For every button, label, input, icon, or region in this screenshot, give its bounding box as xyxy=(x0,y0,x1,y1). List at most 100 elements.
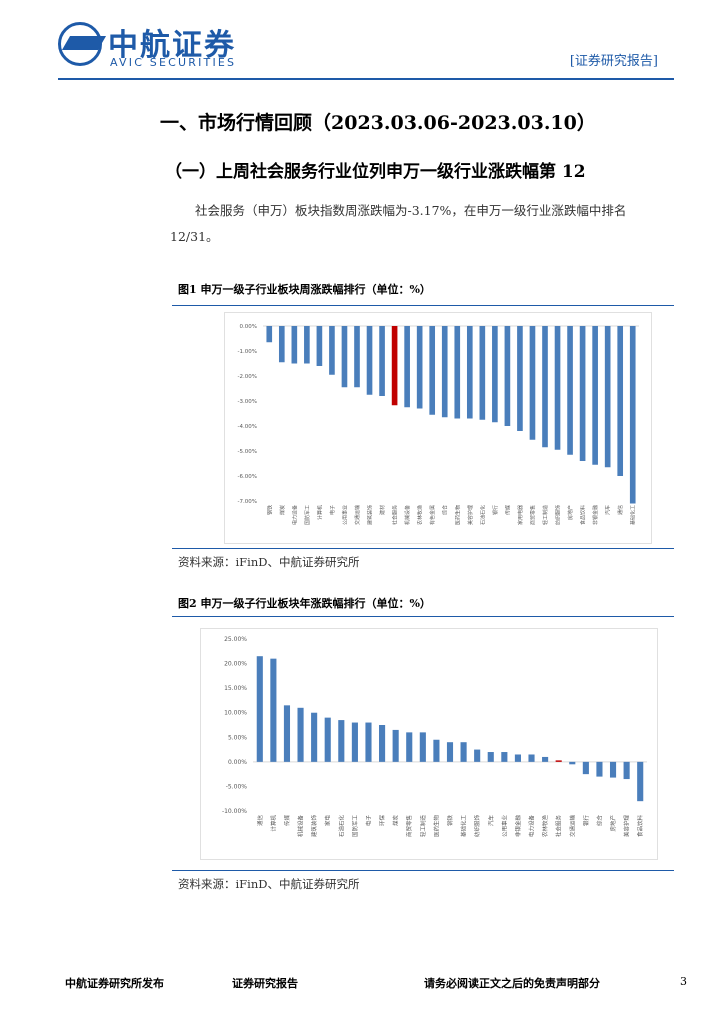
y-tick-label: 10.00% xyxy=(224,710,247,717)
y-tick-label: -2.00% xyxy=(238,374,257,380)
figure-1-top-rule xyxy=(172,305,674,306)
x-tick-label: 通信 xyxy=(617,505,624,515)
figure-1-chart-area: 0.00% -1.00% -2.00% -3.00% -4.00% -5.00% -6.00… xyxy=(224,312,652,544)
bar-电子 xyxy=(365,722,372,762)
x-tick-label: 机械设备 xyxy=(297,815,305,838)
x-tick-label: 基础化工 xyxy=(460,815,468,838)
x-tick-label: 农林牧渔 xyxy=(541,815,549,838)
x-tick-label: 通信 xyxy=(256,815,264,827)
x-tick-label: 机械设备 xyxy=(404,505,411,525)
bar-有色金属 xyxy=(429,326,436,415)
footer-report-type: 证券研究报告 xyxy=(232,977,298,990)
bar-食品饮料 xyxy=(579,326,586,461)
bar-银行 xyxy=(492,326,498,423)
x-tick-label: 医药生物 xyxy=(432,815,440,838)
x-tick-label: 汽车 xyxy=(487,815,495,827)
bar-交通运输 xyxy=(569,761,576,765)
bar-公用事业 xyxy=(341,326,348,388)
bar-公用事业 xyxy=(501,752,508,762)
section-title: 一、市场行情回顾（2023.03.06-2023.03.10） xyxy=(160,112,596,134)
y-tick-label: 5.00% xyxy=(228,734,247,741)
x-tick-label: 纺织服饰 xyxy=(473,815,481,838)
logo-text-cn: 中航证券 xyxy=(108,28,236,63)
bar-钢铁 xyxy=(266,326,273,343)
bar-纺织服饰 xyxy=(554,326,561,450)
bar-食品饮料 xyxy=(637,761,644,802)
x-tick-label: 房地产 xyxy=(609,815,617,832)
x-tick-label: 食品饮料 xyxy=(580,505,587,525)
bar-农林牧渔 xyxy=(416,326,423,409)
figure-2-top-rule xyxy=(172,616,674,617)
x-tick-label: 有色金属 xyxy=(429,505,436,525)
x-tick-label: 农林牧渔 xyxy=(417,505,424,525)
y-tick-label: 20.00% xyxy=(224,661,247,668)
y-tick-label: -3.00% xyxy=(238,399,257,405)
x-tick-label: 环保 xyxy=(378,815,386,827)
bar-社会服务 xyxy=(555,760,562,762)
x-tick-label: 公用事业 xyxy=(341,505,348,525)
report-type-tag: [证券研究报告] xyxy=(569,54,658,69)
bar-医药生物 xyxy=(433,739,440,762)
y-tick-label: -5.00% xyxy=(226,783,248,790)
header-divider xyxy=(58,78,674,80)
bar-社会服务 xyxy=(391,326,398,406)
x-tick-label: 家电 xyxy=(324,815,332,827)
figure-1-bottom-rule xyxy=(172,548,674,549)
section-subtitle: （一）上周社会服务行业位列申万一级行业涨跌幅第 12 xyxy=(165,162,586,182)
x-tick-label: 公用事业 xyxy=(500,815,508,838)
bar-农林牧渔 xyxy=(542,756,549,762)
bar-美容护理 xyxy=(466,326,473,419)
x-tick-label: 电子 xyxy=(329,505,336,515)
bar-通信 xyxy=(617,326,624,476)
x-tick-label: 食品饮料 xyxy=(636,815,644,838)
x-tick-label: 建材 xyxy=(379,505,386,515)
figure-2-title: 图2 申万一级子行业板块年涨跌幅排行（单位：%） xyxy=(178,597,431,610)
bar-国防军工 xyxy=(351,722,358,762)
x-tick-label: 建筑装饰 xyxy=(310,815,318,838)
y-tick-label: 25.00% xyxy=(224,636,247,643)
y-tick-label: -4.00% xyxy=(238,424,257,430)
bar-家用电器 xyxy=(517,326,523,431)
bar-电力设备 xyxy=(291,326,298,364)
bar-传媒 xyxy=(504,326,511,426)
bar-非银金融 xyxy=(592,326,598,465)
bar-机械设备 xyxy=(297,707,304,762)
x-tick-label: 美容护理 xyxy=(467,505,474,525)
y-tick-label: -10.00% xyxy=(222,808,247,815)
bar-国防军工 xyxy=(304,326,310,364)
bar-商贸零售 xyxy=(406,732,413,762)
x-tick-label: 石油石化 xyxy=(337,815,345,838)
bar-建材 xyxy=(379,326,385,396)
bar-银行 xyxy=(582,761,589,775)
x-tick-label: 钢铁 xyxy=(446,815,454,827)
x-tick-label: 汽车 xyxy=(605,505,612,515)
summary-paragraph: 社会服务（申万）板块指数周涨跌幅为-3.17%，在申万一级行业涨跌幅中排名 12… xyxy=(170,203,627,244)
x-tick-label: 商贸零售 xyxy=(405,815,413,837)
x-tick-label: 房地产 xyxy=(567,505,574,520)
x-tick-label: 轻工制造 xyxy=(542,505,549,525)
bar-机械设备 xyxy=(404,326,410,408)
x-tick-label: 电力设备 xyxy=(528,815,536,838)
x-tick-label: 传媒 xyxy=(283,815,291,827)
bar-通信 xyxy=(256,656,263,762)
x-tick-label: 纺织服饰 xyxy=(555,505,562,525)
bar-建筑装饰 xyxy=(311,712,318,762)
x-tick-label: 建筑装饰 xyxy=(367,505,374,525)
bar-综合 xyxy=(596,761,603,777)
bar-基础化工 xyxy=(629,326,636,504)
figure-2-bottom-rule xyxy=(172,870,674,871)
x-tick-label: 社会服务 xyxy=(555,815,563,838)
x-tick-label: 钢铁 xyxy=(266,505,273,515)
annual-change-chart: 25.00% 20.00% 15.00% 10.00% 5.00% 0.00% -5.00%… xyxy=(222,636,647,838)
y-tick-label: 0.00% xyxy=(240,324,257,330)
footer-disclaimer: 请务必阅读正文之后的免责声明部分 xyxy=(424,977,600,990)
bar-商贸零售 xyxy=(529,326,536,440)
x-tick-label: 综合 xyxy=(595,815,603,827)
x-tick-label: 银行 xyxy=(492,505,499,515)
x-tick-label: 家用电器 xyxy=(517,505,524,525)
x-tick-label: 交通运输 xyxy=(354,505,361,525)
logo-text-en: AVIC SECURITIES xyxy=(110,56,237,69)
figure-1-title: 图1 申万一级子行业板块周涨跌幅排行（单位：%） xyxy=(178,283,431,296)
bar-轻工制造 xyxy=(542,326,548,448)
y-tick-label: -5.00% xyxy=(238,449,257,455)
